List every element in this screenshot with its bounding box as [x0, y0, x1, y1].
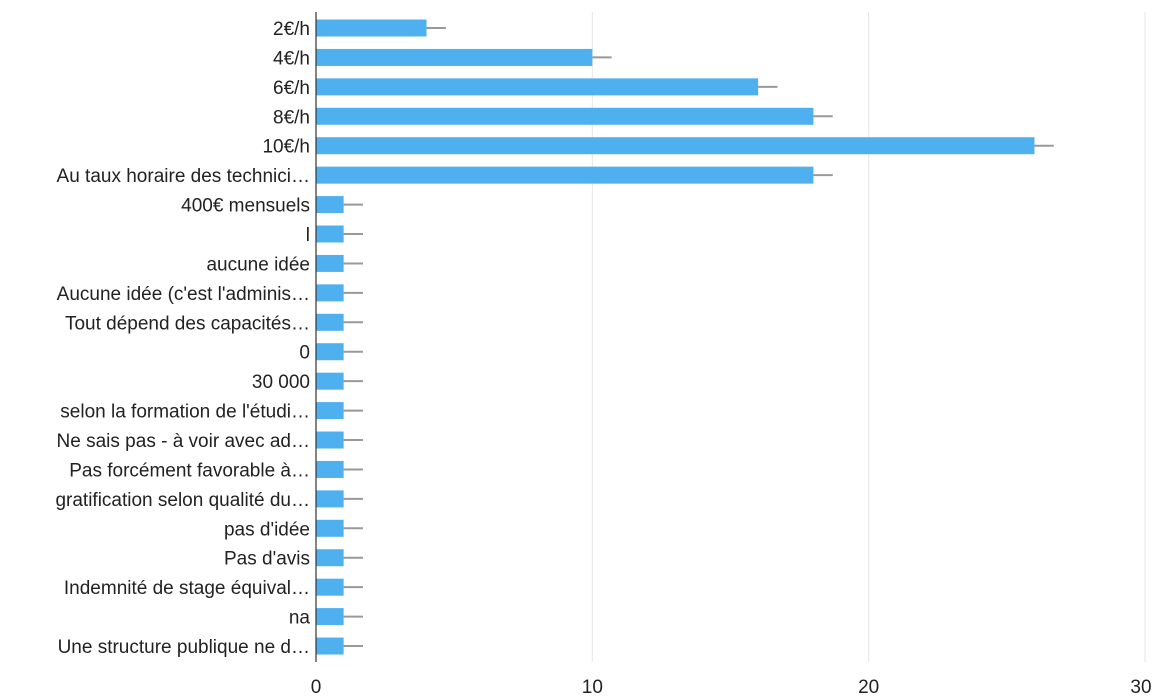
- bar: [316, 549, 344, 567]
- category-label: 6€/h: [273, 78, 310, 99]
- bar: [316, 490, 344, 508]
- category-label: Tout dépend des capacités…: [65, 313, 310, 334]
- x-tick-label: 0: [311, 677, 322, 698]
- x-tick-label: 20: [858, 677, 879, 698]
- label-layer: 0 10 20 30 2€/h 4€/h 6€/h 8€/h 10€/h Au taux hora…: [55, 19, 1151, 698]
- bar: [316, 313, 344, 331]
- category-label: Une structure publique ne d…: [58, 637, 310, 658]
- bar: [316, 608, 344, 626]
- bar: [316, 519, 344, 537]
- x-tick-label: 30: [1130, 677, 1151, 698]
- bar: [316, 431, 344, 449]
- category-label: gratification selon qualité du…: [55, 490, 310, 511]
- bar: [316, 578, 344, 596]
- bar: [316, 196, 344, 214]
- bar: [316, 19, 427, 37]
- category-label: 0: [299, 343, 310, 364]
- category-label: Ne sais pas - à voir avec ad…: [57, 431, 310, 452]
- bar: [316, 460, 344, 478]
- x-tick-label: 10: [582, 677, 603, 698]
- bar: [316, 343, 344, 361]
- category-label: 4€/h: [273, 48, 310, 69]
- category-label: 400€ mensuels: [181, 196, 310, 217]
- bar: [316, 78, 759, 96]
- bar: [316, 225, 344, 243]
- category-label: na: [289, 608, 311, 629]
- bar: [316, 254, 344, 272]
- bar-layer: [316, 19, 1054, 655]
- category-label: 30 000: [252, 372, 310, 393]
- category-label: 10€/h: [262, 137, 310, 158]
- bar: [316, 107, 814, 125]
- category-label: l: [306, 225, 310, 246]
- category-label: 2€/h: [273, 19, 310, 40]
- category-label: Au taux horaire des technici…: [57, 166, 310, 187]
- bar: [316, 284, 344, 302]
- category-label: Indemnité de stage équival…: [64, 578, 310, 599]
- bar: [316, 372, 344, 390]
- category-label: aucune idée: [206, 254, 310, 275]
- category-label: Pas d'avis: [224, 549, 310, 570]
- bar: [316, 402, 344, 420]
- bar: [316, 137, 1035, 155]
- category-label: pas d'idée: [224, 519, 310, 540]
- bar: [316, 166, 814, 184]
- bar: [316, 48, 593, 66]
- bar: [316, 637, 344, 655]
- category-label: selon la formation de l'étudi…: [60, 402, 310, 423]
- category-label: Pas forcément favorable à…: [69, 460, 310, 481]
- category-label: Aucune idée (c'est l'adminis…: [57, 284, 310, 305]
- category-label: 8€/h: [273, 107, 310, 128]
